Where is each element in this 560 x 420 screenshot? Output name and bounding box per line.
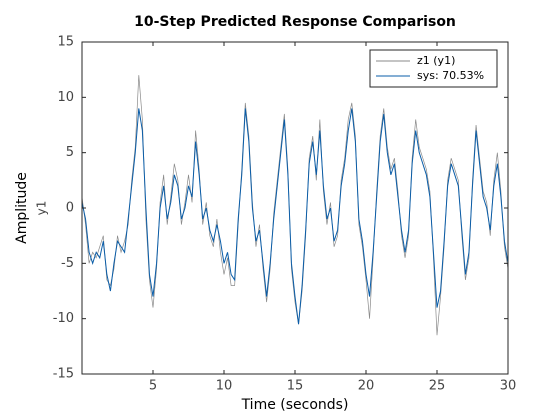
series-line: [81, 75, 509, 336]
series-line: [81, 108, 509, 325]
legend: [369, 49, 498, 88]
y-tick-label: 10: [57, 90, 74, 105]
y-tick-label: 0: [66, 201, 74, 216]
chart-title: 10-Step Predicted Response Comparison: [134, 14, 456, 30]
x-tick-label: 15: [287, 379, 304, 394]
y-tick-label: -5: [61, 256, 74, 271]
plot: [81, 75, 509, 336]
y-tick-label: -15: [53, 367, 74, 382]
y-axis-label: Amplitude: [14, 172, 30, 244]
legend-label: z1 (y1): [417, 54, 455, 67]
x-tick-label: 25: [429, 379, 446, 394]
legend-label: sys: 70.53%: [417, 69, 484, 82]
y-tick-label: 15: [57, 35, 74, 50]
x-axis-label: Time (seconds): [241, 397, 349, 413]
x-tick-label: 30: [500, 379, 517, 394]
plot-area: [82, 42, 508, 374]
x-tick-label: 20: [358, 379, 375, 394]
y-tick-label: 5: [66, 145, 74, 160]
y-tick-label: -10: [53, 311, 74, 326]
x-tick-label: 5: [149, 379, 157, 394]
x-tick-label: 10: [216, 379, 233, 394]
channel-label: y1: [35, 201, 49, 216]
